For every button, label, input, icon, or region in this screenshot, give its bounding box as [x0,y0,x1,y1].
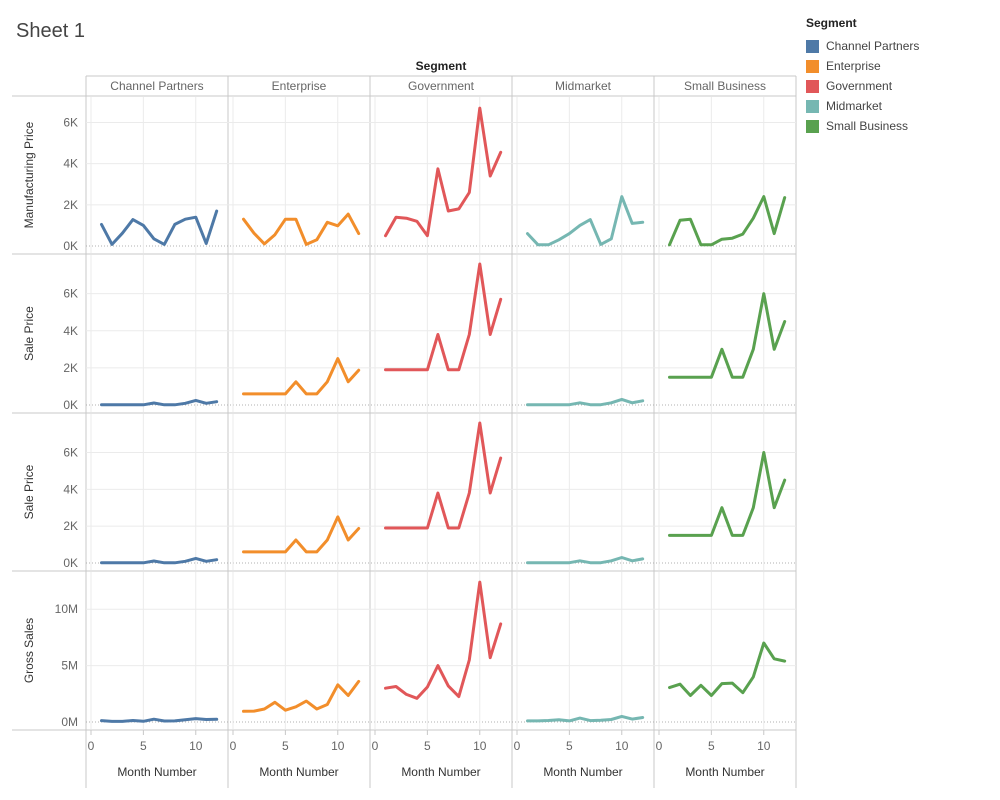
x-axis-label: Month Number [259,765,338,779]
row-axis-label: Sale Price [22,464,36,519]
y-tick-label: 0K [63,398,78,412]
legend-label: Small Business [826,119,909,133]
series-line-channel-partners [100,556,219,565]
column-header-label: Government [408,79,475,93]
series-line-enterprise [242,212,361,246]
y-tick-label: 4K [63,157,78,171]
y-tick-label: 10M [55,602,78,616]
x-tick-label: 0 [514,739,521,753]
row-axis-label: Sale Price [22,306,36,361]
series-line-government [384,262,503,372]
y-tick-label: 5M [61,659,78,673]
y-tick-label: 0M [61,715,78,729]
legend-swatch [806,119,819,133]
legend: Segment Channel Partners Enterprise Gove… [806,16,919,136]
series-line-channel-partners [100,398,219,407]
x-tick-label: 10 [473,739,487,753]
series-line-midmarket [526,397,645,407]
legend-title: Segment [806,16,857,30]
x-tick-label: 5 [140,739,147,753]
legend-item[interactable]: Midmarket [806,96,919,116]
series-line-channel-partners [100,209,219,246]
legend-item[interactable]: Small Business [806,116,919,136]
legend-items: Channel Partners Enterprise Government M… [806,36,919,136]
series-line-small-business [668,195,787,247]
series-line-enterprise [242,357,361,396]
row-axis-label: Manufacturing Price [22,121,36,228]
series-line-enterprise [242,679,361,713]
series-line-small-business [668,292,787,379]
legend-swatch [806,59,819,73]
legend-swatch [806,79,819,93]
x-tick-label: 10 [331,739,345,753]
y-tick-label: 6K [63,115,78,129]
sheet-title: Sheet 1 [16,20,85,42]
x-tick-label: 10 [189,739,203,753]
x-tick-label: 0 [88,739,95,753]
y-tick-label: 0K [63,239,78,253]
x-axis-label: Month Number [685,765,764,779]
x-axis-label: Month Number [117,765,196,779]
column-header-label: Channel Partners [110,79,203,93]
series-line-small-business [668,451,787,537]
y-tick-label: 6K [63,445,78,459]
legend-item[interactable]: Channel Partners [806,36,919,56]
x-tick-label: 5 [282,739,289,753]
series-line-government [384,106,503,238]
x-tick-label: 5 [708,739,715,753]
x-tick-label: 5 [424,739,431,753]
column-header-label: Small Business [684,79,766,93]
x-tick-label: 0 [656,739,663,753]
legend-swatch [806,99,819,113]
row-axis-label: Gross Sales [22,618,36,683]
column-header-label: Enterprise [272,79,327,93]
legend-label: Midmarket [826,99,883,113]
y-tick-label: 4K [63,324,78,338]
series-line-midmarket [526,195,645,247]
series-line-government [384,580,503,700]
series-line-channel-partners [100,717,219,723]
column-header-label: Midmarket [555,79,612,93]
legend-label: Government [826,79,893,93]
x-tick-label: 10 [757,739,771,753]
x-axis-label: Month Number [543,765,622,779]
column-header-title: Segment [416,59,467,73]
legend-item[interactable]: Government [806,76,919,96]
legend-swatch [806,39,819,53]
y-tick-label: 2K [63,361,78,375]
y-tick-label: 4K [63,482,78,496]
y-tick-label: 2K [63,519,78,533]
x-tick-label: 10 [615,739,629,753]
series-line-midmarket [526,556,645,565]
x-tick-label: 0 [230,739,237,753]
legend-label: Channel Partners [826,39,920,53]
x-tick-label: 0 [372,739,379,753]
x-tick-label: 5 [566,739,573,753]
legend-item[interactable]: Enterprise [806,56,919,76]
y-tick-label: 6K [63,287,78,301]
x-axis-label: Month Number [401,765,480,779]
series-line-enterprise [242,515,361,554]
series-line-government [384,421,503,530]
series-line-midmarket [526,714,645,723]
y-tick-label: 2K [63,198,78,212]
series-line-small-business [668,641,787,697]
y-tick-label: 0K [63,556,78,570]
legend-label: Enterprise [826,59,881,73]
